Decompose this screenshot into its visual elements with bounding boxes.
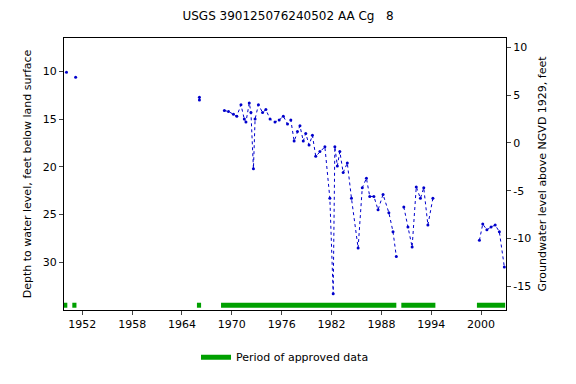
svg-text:Groundwater level above NGVD 1: Groundwater level above NGVD 1929, feet [536,56,549,292]
svg-text:25: 25 [43,208,57,221]
svg-text:1988: 1988 [367,318,395,331]
svg-text:Period of approved data: Period of approved data [236,351,368,364]
svg-text:20: 20 [43,161,57,174]
svg-text:1976: 1976 [268,318,296,331]
svg-text:1994: 1994 [417,318,445,331]
svg-text:10: 10 [43,65,57,78]
svg-text:1952: 1952 [68,318,96,331]
svg-text:10: 10 [513,41,527,54]
svg-text:30: 30 [43,256,57,269]
svg-text:-15: -15 [513,280,531,293]
svg-text:0: 0 [513,137,520,150]
svg-text:-5: -5 [513,185,524,198]
svg-text:1964: 1964 [168,318,196,331]
svg-text:1982: 1982 [318,318,346,331]
svg-text:5: 5 [513,89,520,102]
svg-text:15: 15 [43,113,57,126]
svg-text:2000: 2000 [467,318,495,331]
svg-text:1958: 1958 [118,318,146,331]
svg-text:1970: 1970 [218,318,246,331]
svg-text:-10: -10 [513,232,531,245]
svg-text:USGS 390125076240502 AA Cg 8: USGS 390125076240502 AA Cg 8 [182,9,393,23]
svg-text:Depth to water level, feet bel: Depth to water level, feet below land su… [21,49,34,298]
